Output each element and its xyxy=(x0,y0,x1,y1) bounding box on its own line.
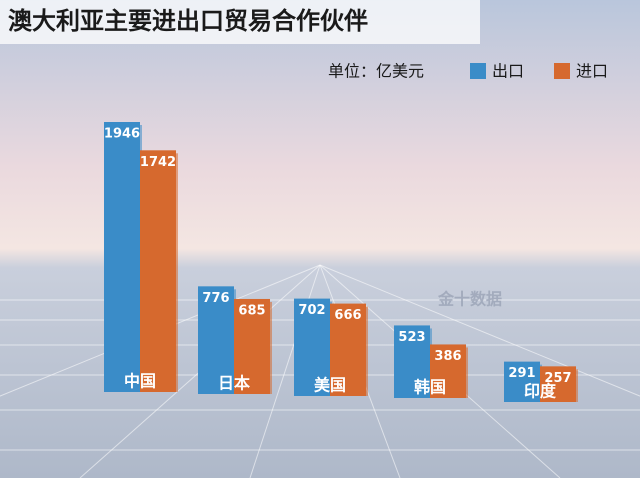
bar xyxy=(504,361,540,402)
category-label: 印度 xyxy=(524,382,557,401)
value-label: 291 xyxy=(508,366,535,381)
legend-swatch xyxy=(470,63,486,79)
legend-swatch xyxy=(554,63,570,79)
value-label: 1946 xyxy=(104,127,140,142)
bar xyxy=(198,286,234,394)
value-label: 386 xyxy=(434,349,461,364)
category-label: 日本 xyxy=(218,374,250,393)
bar xyxy=(394,325,430,398)
category-label: 美国 xyxy=(314,376,346,395)
legend-label: 出口 xyxy=(492,62,524,81)
unit-label: 单位：亿美元 xyxy=(328,62,424,81)
bar xyxy=(140,150,176,392)
chart-title: 澳大利亚主要进出口贸易合作伙伴 xyxy=(8,7,368,35)
value-label: 1742 xyxy=(140,155,176,170)
bar xyxy=(234,298,270,394)
category-label: 韩国 xyxy=(414,378,446,397)
value-label: 666 xyxy=(334,308,361,323)
bar xyxy=(294,298,330,396)
category-label: 中国 xyxy=(124,372,156,391)
legend-label: 进口 xyxy=(576,62,608,81)
value-label: 257 xyxy=(544,371,571,386)
bar xyxy=(330,303,366,396)
title-band xyxy=(0,0,480,44)
bar xyxy=(540,366,576,402)
bar xyxy=(104,122,140,392)
value-label: 776 xyxy=(202,291,229,306)
value-label: 523 xyxy=(398,330,425,345)
watermark: 金十数据 xyxy=(437,290,502,309)
bar xyxy=(430,344,466,398)
value-label: 685 xyxy=(238,303,265,318)
value-label: 702 xyxy=(298,303,325,318)
